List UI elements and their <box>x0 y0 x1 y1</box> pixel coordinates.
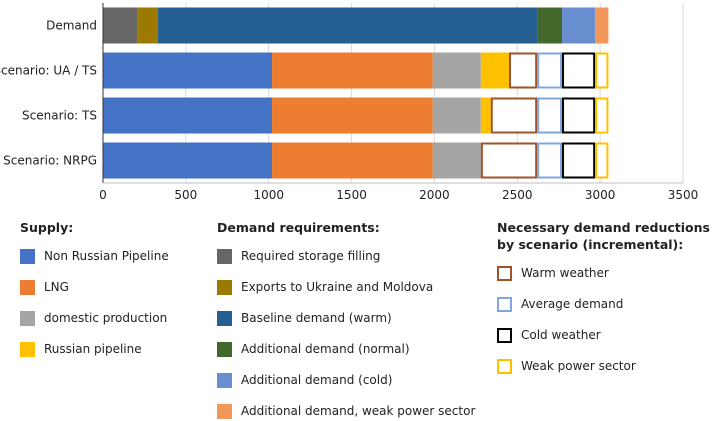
bar-segment-lng <box>272 142 433 179</box>
legend-label: Weak power sector <box>521 359 636 373</box>
legend-supply: Supply: Non Russian Pipeline LNG domestic … <box>20 219 169 359</box>
legend-swatch <box>497 296 512 312</box>
legend-label: Baseline demand (warm) <box>241 311 392 325</box>
legend-item-average-demand: Average demand <box>497 294 710 314</box>
bar-segment-russian-pipeline <box>480 52 509 89</box>
legend-demand: Demand requirements: Required storage fi… <box>217 219 475 421</box>
legend-item-cold-weather: Cold weather <box>497 325 710 345</box>
legend-label: LNG <box>44 280 69 294</box>
bar-segment-russian-pipeline <box>480 97 491 134</box>
legend-label: Additional demand, weak power sector <box>241 404 476 418</box>
bar-segment-cold-weather <box>562 52 596 89</box>
category-label: Scenario: NRPG <box>3 154 97 168</box>
bar-segment-additional-demand-weak-power-sector <box>595 7 609 44</box>
legend-item-warm-weather: Warm weather <box>497 263 710 283</box>
bar-segment-warm-weather <box>509 52 538 89</box>
legend-swatch <box>217 279 232 295</box>
bar-segment-domestic-production <box>432 97 481 134</box>
legend-label: Cold weather <box>521 328 601 342</box>
legend-swatch <box>217 310 232 326</box>
legend-swatch <box>20 248 35 264</box>
legend-label: Non Russian Pipeline <box>44 249 169 263</box>
x-tick-label: 3500 <box>668 188 699 202</box>
bar-segment-warm-weather <box>480 142 538 179</box>
bar-segment-domestic-production <box>432 52 481 89</box>
legend-item-baseline-demand-warm: Baseline demand (warm) <box>217 308 475 328</box>
legend-item-domestic-production: domestic production <box>20 308 169 328</box>
legend-item-additional-demand-normal: Additional demand (normal) <box>217 339 475 359</box>
legend-swatch <box>497 327 512 343</box>
legend-swatch <box>497 358 512 374</box>
bar-segment-average-demand <box>537 97 563 134</box>
category-label: Scenario: UA / TS <box>0 64 97 78</box>
bar-segment-cold-weather <box>562 97 596 134</box>
x-tick-label: 3000 <box>585 188 616 202</box>
bar-segment-non-russian-pipeline <box>103 142 273 179</box>
bar-segment-non-russian-pipeline <box>103 97 273 134</box>
bar-segment-weak-power-sector <box>595 142 609 179</box>
legend-reductions: Necessary demand reductions by scenario … <box>497 219 710 376</box>
legend-swatch <box>217 372 232 388</box>
legend-swatch <box>217 248 232 264</box>
legend-demand-title: Demand requirements: <box>217 220 380 235</box>
legend-reductions-items: Warm weather Average demand Cold weather We… <box>497 263 710 376</box>
category-label: Scenario: TS <box>22 109 97 123</box>
x-tick-label: 2000 <box>419 188 450 202</box>
legend-item-lng: LNG <box>20 277 169 297</box>
bar-segment-weak-power-sector <box>595 97 609 134</box>
x-tick-label: 1000 <box>253 188 284 202</box>
bar-segment-warm-weather <box>490 97 538 134</box>
legend-supply-items: Non Russian Pipeline LNG domestic producti… <box>20 246 169 359</box>
x-tick-label: 500 <box>174 188 197 202</box>
legend-swatch <box>497 265 512 281</box>
legend-swatch <box>20 341 35 357</box>
bar-segment-weak-power-sector <box>595 52 609 89</box>
legend-swatch <box>217 403 232 419</box>
bar-segment-required-storage-filling <box>103 7 138 44</box>
legend-item-weak-power-sector: Weak power sector <box>497 356 710 376</box>
legend-item-exports-to-ukraine-and-moldova: Exports to Ukraine and Moldova <box>217 277 475 297</box>
legend-item-additional-demand-weak-power-sector: Additional demand, weak power sector <box>217 401 475 421</box>
legend-reductions-title-line2: by scenario (incremental): <box>497 237 684 252</box>
legend-swatch <box>20 279 35 295</box>
legend-supply-title: Supply: <box>20 220 74 235</box>
stacked-bar-chart: 0 500 1000 1500 2000 2500 3000 3500 Demand Scenar… <box>0 3 699 202</box>
legend-label: Russian pipeline <box>44 342 142 356</box>
legend-item-non-russian-pipeline: Non Russian Pipeline <box>20 246 169 266</box>
bar-segment-additional-demand-cold <box>562 7 596 44</box>
legend-label: domestic production <box>44 311 168 325</box>
legend-item-russian-pipeline: Russian pipeline <box>20 339 169 359</box>
bar-segment-average-demand <box>537 52 563 89</box>
bar-segment-non-russian-pipeline <box>103 52 273 89</box>
legend-swatch <box>217 341 232 357</box>
bar-segment-domestic-production <box>432 142 481 179</box>
x-tick-label: 1500 <box>336 188 367 202</box>
x-tick-label: 2500 <box>502 188 533 202</box>
legend-item-additional-demand-cold: Additional demand (cold) <box>217 370 475 390</box>
bar-segment-baseline-demand-warm <box>157 7 538 44</box>
legend-item-required-storage-filling: Required storage filling <box>217 246 475 266</box>
bar-segment-additional-demand-normal <box>537 7 563 44</box>
bar-segment-lng <box>272 52 433 89</box>
legend-label: Warm weather <box>521 266 609 280</box>
x-tick-label: 0 <box>99 188 107 202</box>
legend-demand-items: Required storage filling Exports to Ukrai… <box>217 246 475 421</box>
legend-label: Additional demand (cold) <box>241 373 393 387</box>
legend-label: Average demand <box>521 297 624 311</box>
legend-reductions-title-line1: Necessary demand reductions <box>497 220 710 235</box>
bar-segment-lng <box>272 97 433 134</box>
legend-label: Exports to Ukraine and Moldova <box>241 280 434 294</box>
bar-segment-cold-weather <box>562 142 596 179</box>
legend-label: Additional demand (normal) <box>241 342 410 356</box>
category-label: Demand <box>46 19 97 33</box>
bar-segment-average-demand <box>537 142 563 179</box>
legend-swatch <box>20 310 35 326</box>
legend-label: Required storage filling <box>241 249 381 263</box>
bar-segment-exports-to-ukraine-and-moldova <box>137 7 158 44</box>
